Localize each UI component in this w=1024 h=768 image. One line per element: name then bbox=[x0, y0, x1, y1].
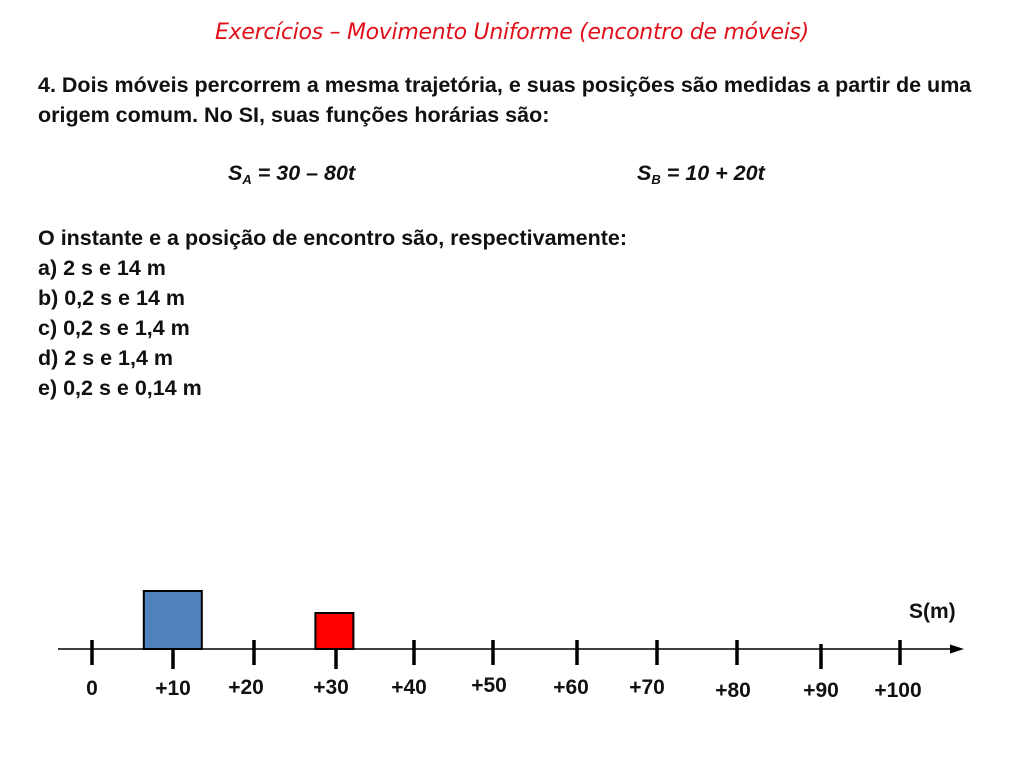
equation-a: SA = 30 – 80t bbox=[228, 161, 355, 187]
slide-title: Exercícios – Movimento Uniforme (encontr… bbox=[215, 20, 809, 45]
axis-tick-label: 0 bbox=[86, 677, 98, 700]
axis-tick-label: +100 bbox=[874, 679, 921, 702]
axis-tick-label: +10 bbox=[155, 677, 191, 700]
option-a: a) 2 s e 14 m bbox=[38, 256, 166, 280]
question-block: O instante e a posição de encontro são, … bbox=[38, 223, 998, 403]
axis-unit-label: S(m) bbox=[909, 600, 956, 623]
option-c: c) 0,2 s e 1,4 m bbox=[38, 316, 190, 340]
axis-tick-label: +90 bbox=[803, 679, 839, 702]
equation-a-subscript: A bbox=[242, 172, 252, 187]
axis-tick-label: +70 bbox=[629, 676, 665, 699]
axis-tick-label: +30 bbox=[313, 676, 349, 699]
axis-tick-label: +20 bbox=[228, 676, 264, 699]
equation-a-rhs: = 30 – 80t bbox=[251, 161, 356, 185]
body-red bbox=[314, 612, 355, 650]
equation-b-symbol: S bbox=[637, 161, 652, 185]
moving-bodies bbox=[142, 590, 355, 650]
option-e: e) 0,2 s e 0,14 m bbox=[38, 376, 202, 400]
equation-b-rhs: = 10 + 20t bbox=[660, 161, 765, 185]
axis-tick-label: +50 bbox=[471, 674, 507, 697]
body-blue bbox=[142, 590, 203, 650]
axis-arrowhead bbox=[950, 644, 964, 654]
option-b: b) 0,2 s e 14 m bbox=[38, 286, 185, 310]
axis-tick-label: +80 bbox=[715, 679, 751, 702]
equation-b-subscript: B bbox=[651, 172, 661, 187]
answer-options: a) 2 s e 14 m b) 0,2 s e 14 m c) 0,2 s e… bbox=[38, 253, 998, 403]
position-axis: 0 +10 +20 +30 +40 +50 +60 +70 +80 +90 +100 bbox=[58, 590, 964, 702]
question-text: O instante e a posição de encontro são, … bbox=[38, 226, 628, 250]
axis-ticks: 0 +10 +20 +30 +40 +50 +60 +70 +80 +90 +100 bbox=[86, 640, 922, 702]
equation-a-symbol: S bbox=[228, 161, 243, 185]
axis-tick-label: +40 bbox=[391, 676, 427, 699]
problem-statement: 4. Dois móveis percorrem a mesma trajetó… bbox=[38, 73, 972, 127]
option-d: d) 2 s e 1,4 m bbox=[38, 346, 174, 370]
axis-tick-label: +60 bbox=[553, 676, 589, 699]
equation-b: SB = 10 + 20t bbox=[637, 161, 765, 187]
